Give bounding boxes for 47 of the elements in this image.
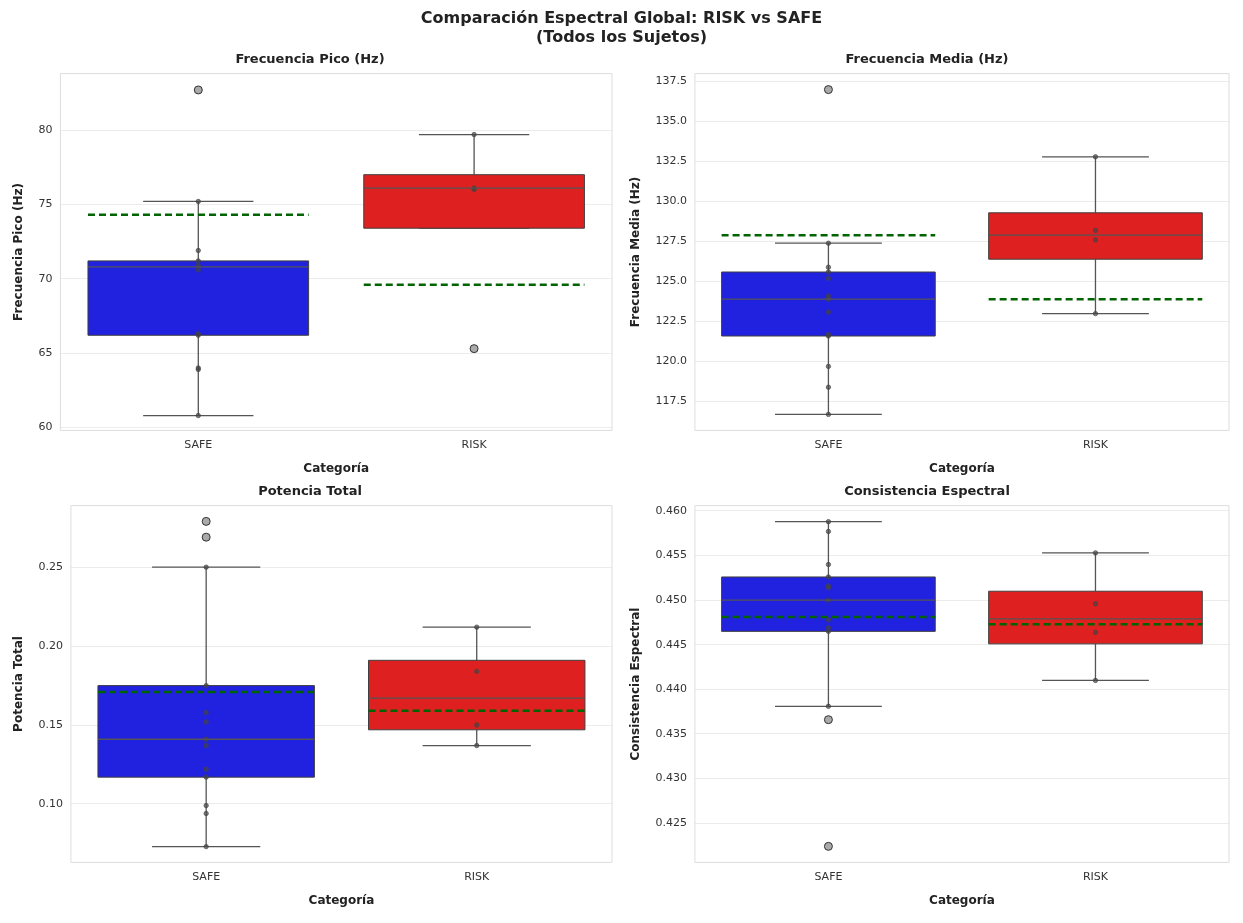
y-tick-label: 130.0 bbox=[655, 194, 687, 208]
chart-title: Frecuencia Pico (Hz) bbox=[235, 51, 385, 67]
y-tick-label: 117.5 bbox=[655, 394, 687, 408]
chart-title: Consistencia Espectral bbox=[844, 483, 1010, 499]
y-tick-label: 60 bbox=[38, 420, 53, 434]
y-tick-label: 0.20 bbox=[38, 638, 63, 652]
x-axis-title: Categoría bbox=[929, 460, 995, 475]
y-tick-label: 0.440 bbox=[655, 682, 687, 696]
x-tick-label: RISK bbox=[464, 869, 491, 883]
y-axis-title: Consistencia Espectral bbox=[628, 607, 643, 761]
y-tick-label: 75 bbox=[38, 197, 53, 211]
y-tick-label: 127.5 bbox=[655, 234, 687, 248]
x-axis-title: Categoría bbox=[308, 892, 375, 907]
chart-title: Potencia Total bbox=[258, 483, 362, 499]
x-tick-label: RISK bbox=[461, 437, 488, 451]
y-tick-label: 0.455 bbox=[655, 548, 687, 562]
x-tick-label: RISK bbox=[1082, 437, 1109, 451]
y-tick-label: 0.445 bbox=[655, 637, 687, 651]
y-tick-label: 122.5 bbox=[655, 314, 687, 328]
x-tick-label: SAFE bbox=[814, 869, 843, 883]
x-axis-title: Categoría bbox=[929, 892, 995, 907]
text: Comparación Espectral Global: RISK vs SAFE (Todos los Sujetos) bbox=[419, 8, 824, 46]
y-tick-label: 70 bbox=[38, 271, 53, 285]
y-tick-label: 125.0 bbox=[655, 274, 687, 288]
y-tick-label: 0.460 bbox=[655, 503, 687, 517]
y-tick-label: 0.425 bbox=[655, 816, 687, 830]
y-axis-title: Frecuencia Media (Hz) bbox=[628, 176, 643, 328]
y-tick-label: 0.435 bbox=[655, 726, 687, 740]
y-tick-label: 0.450 bbox=[655, 593, 687, 607]
y-tick-label: 135.0 bbox=[655, 114, 687, 128]
y-tick-label: 0.15 bbox=[38, 717, 63, 731]
y-tick-label: 0.430 bbox=[655, 771, 687, 785]
x-tick-label: SAFE bbox=[814, 437, 843, 451]
y-tick-label: 65 bbox=[38, 345, 53, 359]
chart-title: Frecuencia Media (Hz) bbox=[845, 51, 1009, 67]
y-tick-label: 80 bbox=[38, 122, 53, 136]
y-axis-title: Frecuencia Pico (Hz) bbox=[11, 183, 26, 321]
y-tick-label: 137.5 bbox=[655, 74, 687, 88]
y-tick-label: 120.0 bbox=[655, 354, 687, 368]
y-tick-label: 0.25 bbox=[38, 560, 63, 574]
x-tick-label: RISK bbox=[1082, 869, 1109, 883]
x-tick-label: SAFE bbox=[192, 869, 221, 883]
y-tick-label: 132.5 bbox=[655, 154, 687, 168]
y-tick-label: 0.10 bbox=[38, 796, 63, 810]
x-axis-title: Categoría bbox=[303, 460, 370, 475]
y-axis-title: Potencia Total bbox=[11, 636, 26, 732]
x-tick-label: SAFE bbox=[184, 437, 213, 451]
